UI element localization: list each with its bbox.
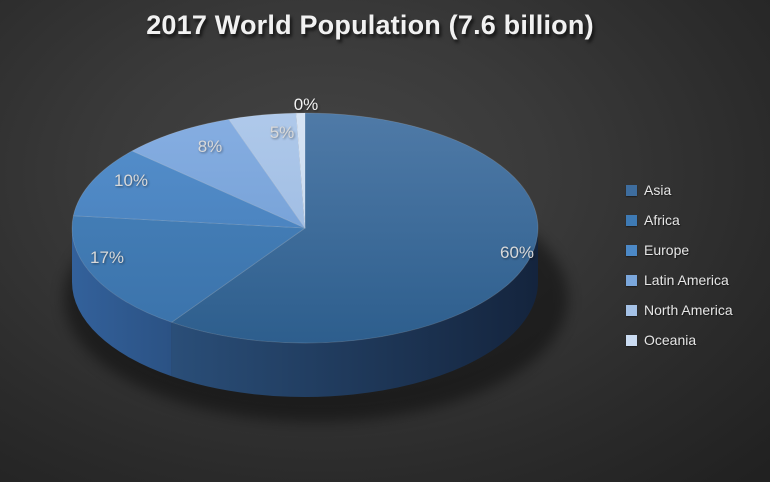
chart-legend: Asia Africa Europe Latin America North Ameri… bbox=[626, 175, 733, 355]
pie-slice-north-america[interactable] bbox=[228, 112, 306, 229]
legend-swatch-africa bbox=[626, 214, 637, 226]
pie-slice-oceania[interactable] bbox=[295, 112, 306, 229]
legend-swatch-latin-america bbox=[626, 274, 637, 286]
pie-label-oceania: 0% bbox=[294, 95, 319, 114]
legend-label: Oceania bbox=[644, 332, 697, 348]
pie-slice-side-africa[interactable] bbox=[72, 228, 172, 377]
legend-swatch-north-america bbox=[626, 304, 637, 316]
legend-swatch-europe bbox=[626, 244, 637, 256]
legend-item-asia[interactable]: Asia bbox=[626, 175, 733, 205]
legend-item-oceania[interactable]: Oceania bbox=[626, 325, 733, 355]
legend-item-latin-america[interactable]: Latin America bbox=[626, 265, 733, 295]
legend-item-europe[interactable]: Europe bbox=[626, 235, 733, 265]
chart-title[interactable]: 2017 World Population (7.6 billion) bbox=[146, 10, 594, 40]
legend-label: Europe bbox=[644, 242, 690, 258]
pie-label-africa: 17% bbox=[90, 248, 124, 267]
legend-label: Africa bbox=[644, 212, 680, 228]
pie-slice-europe[interactable] bbox=[72, 150, 306, 229]
pie-slice-latin-america[interactable] bbox=[131, 118, 306, 229]
pie-slice-africa[interactable] bbox=[71, 215, 306, 323]
pie-label-north-america: 5% bbox=[270, 123, 295, 142]
legend-item-africa[interactable]: Africa bbox=[626, 205, 733, 235]
pie-label-europe: 10% bbox=[114, 171, 148, 190]
pie-slice-side-asia[interactable] bbox=[171, 228, 538, 397]
legend-swatch-oceania bbox=[626, 334, 637, 346]
pie-label-asia: 60% bbox=[500, 243, 534, 262]
pie-label-latin-america: 8% bbox=[198, 137, 223, 156]
legend-label: North America bbox=[644, 302, 733, 318]
legend-swatch-asia bbox=[626, 184, 637, 196]
legend-label: Asia bbox=[644, 182, 672, 198]
legend-label: Latin America bbox=[644, 272, 729, 288]
legend-item-north-america[interactable]: North America bbox=[626, 295, 733, 325]
pie-slice-asia[interactable] bbox=[171, 112, 539, 344]
